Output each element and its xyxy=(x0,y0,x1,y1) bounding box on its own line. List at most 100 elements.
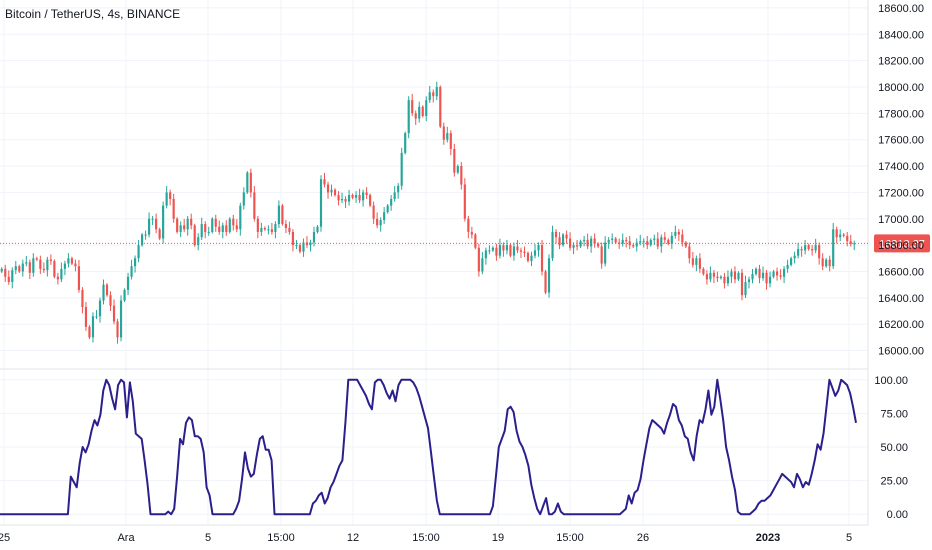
candle xyxy=(782,266,786,284)
candle xyxy=(386,204,389,214)
candle-body xyxy=(425,100,428,116)
candle xyxy=(737,271,740,281)
candle xyxy=(540,239,544,276)
candle-body xyxy=(790,258,793,265)
candle-body xyxy=(821,258,824,267)
candle-body xyxy=(463,184,466,219)
indicator-axis[interactable]: 100.00 75.00 50.00 25.00 0.00 xyxy=(874,375,908,521)
candle-body xyxy=(169,192,172,199)
candle-body xyxy=(421,106,424,116)
candle-body xyxy=(565,234,568,239)
candle-body xyxy=(270,229,273,232)
candle xyxy=(705,270,708,285)
candle-body xyxy=(302,242,305,252)
candle xyxy=(333,188,337,197)
candle xyxy=(186,215,189,236)
indicator-tick-label: 25.00 xyxy=(880,476,908,488)
candle-body xyxy=(439,86,442,127)
candle xyxy=(42,262,45,273)
candle xyxy=(432,89,435,103)
candle-body xyxy=(597,243,600,247)
candle-body xyxy=(330,189,333,193)
candle-body xyxy=(119,300,123,338)
candle-body xyxy=(379,220,382,226)
candle xyxy=(411,93,414,117)
candle xyxy=(681,229,684,247)
candle xyxy=(81,287,84,314)
grid xyxy=(0,0,868,525)
candle-body xyxy=(726,276,730,284)
candle-body xyxy=(772,271,775,277)
candle xyxy=(77,259,81,293)
candle-body xyxy=(411,100,414,114)
candle xyxy=(404,131,407,155)
candle-body xyxy=(793,255,796,259)
candle-body xyxy=(621,239,624,244)
candle-body xyxy=(137,245,140,259)
candle-body xyxy=(288,227,291,232)
candle-body xyxy=(39,259,42,269)
candle xyxy=(744,275,747,298)
candle-body xyxy=(737,272,740,280)
candle xyxy=(667,238,670,246)
time-tick-label: 2023 xyxy=(756,532,780,544)
candle-body xyxy=(235,225,238,230)
price-axis[interactable]: 18600.00 18400.00 18200.00 18000.00 17800.00… xyxy=(878,3,924,358)
time-axis[interactable]: 25 Ara 5 15:00 12 15:00 19 15:00 26 2023 5 xyxy=(0,532,852,544)
candle-body xyxy=(586,239,589,247)
candle xyxy=(109,291,112,311)
candle-body xyxy=(291,231,295,246)
price-tick-label: 17400.00 xyxy=(878,161,924,173)
candle-body xyxy=(498,245,502,256)
candle-body xyxy=(660,237,663,247)
candle-body xyxy=(502,245,505,251)
time-tick-label: 5 xyxy=(846,532,852,544)
candle xyxy=(32,253,35,277)
candle xyxy=(11,267,14,289)
candle-body xyxy=(253,192,256,219)
candle xyxy=(775,267,779,281)
candle-body xyxy=(112,305,116,322)
candle xyxy=(674,225,677,239)
candle xyxy=(246,171,249,194)
candle-body xyxy=(358,195,361,201)
candle xyxy=(369,193,372,208)
chart-title: Bitcoin / TetherUS, 4s, BINANCE xyxy=(5,7,180,21)
candle xyxy=(716,271,719,283)
candle xyxy=(607,237,610,249)
candle xyxy=(456,164,459,175)
candle xyxy=(726,270,730,287)
candle-body xyxy=(846,235,849,242)
candle-body xyxy=(183,225,186,230)
candle-body xyxy=(35,258,38,260)
candle xyxy=(695,255,698,272)
candle xyxy=(621,233,624,247)
price-tick-label: 16400.00 xyxy=(878,293,924,305)
candle xyxy=(260,222,263,236)
candle-body xyxy=(516,246,519,251)
candle xyxy=(583,235,586,247)
candle-body xyxy=(214,218,217,227)
candle-body xyxy=(414,113,417,119)
candle-body xyxy=(263,227,266,230)
candle-body xyxy=(730,271,733,277)
candle-body xyxy=(190,218,193,226)
candle-body xyxy=(558,237,561,246)
candle xyxy=(362,189,365,207)
price-tick-label: 17000.00 xyxy=(878,214,924,226)
candle-body xyxy=(765,272,768,284)
candle-body xyxy=(144,234,147,236)
candle-body xyxy=(832,229,835,267)
candle-body xyxy=(712,272,716,277)
candle-body xyxy=(14,266,17,271)
candle xyxy=(618,238,621,249)
candle xyxy=(354,191,358,203)
candle-body xyxy=(211,218,214,232)
candle xyxy=(379,217,382,232)
candle-body xyxy=(228,218,231,232)
candle-body xyxy=(540,245,544,272)
candle-body xyxy=(102,284,105,301)
candle-body xyxy=(530,255,533,261)
candle-body xyxy=(158,229,161,239)
